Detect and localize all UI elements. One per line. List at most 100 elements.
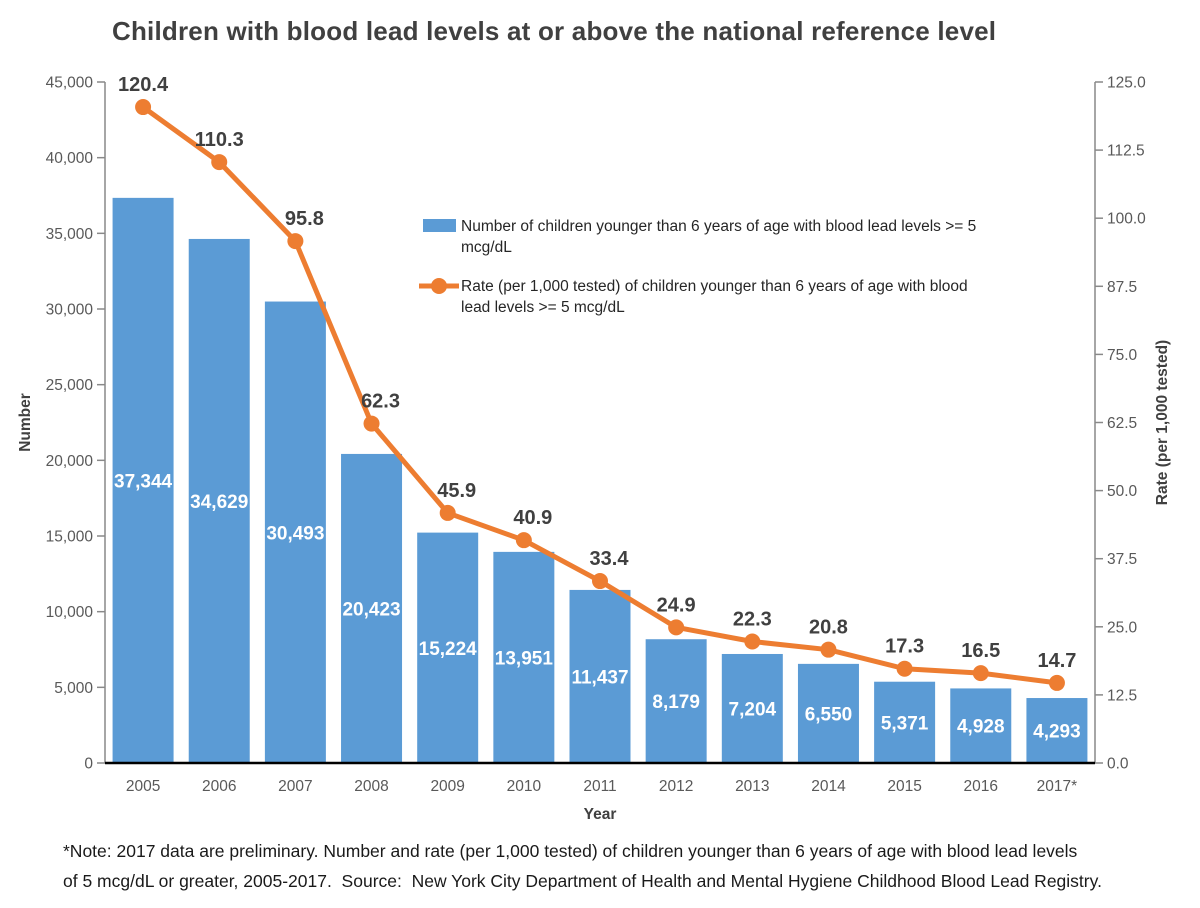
x-axis-tick-label: 2006: [202, 778, 236, 795]
chart-canvas: 0 5,000 10,000 15,000 20,000 25,000 30,000 35,0…: [17, 74, 1171, 823]
x-axis-tick-label: 2011: [583, 778, 616, 795]
rate-marker: [744, 633, 761, 650]
rate-value-label: 22.3: [733, 609, 772, 631]
rate-value-label: 40.9: [513, 507, 552, 529]
bar-value-label: 4,928: [957, 717, 1005, 738]
rate-marker: [363, 415, 380, 432]
rate-value-label: 20.8: [809, 617, 848, 639]
bar-value-label: 15,224: [419, 639, 478, 660]
bar: [264, 301, 326, 763]
x-axis-title: Year: [584, 806, 617, 823]
y-axis-right-tick-label: 0.0: [1107, 756, 1129, 773]
x-axis-tick-label: 2008: [354, 778, 388, 795]
rate-value-label: 95.8: [285, 208, 324, 230]
y-axis-right-tick-label: 87.5: [1107, 279, 1137, 296]
y-axis-right-tick-label: 75.0: [1107, 347, 1138, 364]
legend-bar-label: mcg/dL: [461, 239, 512, 256]
x-axis-tick-label: 2014: [811, 778, 846, 795]
y-axis-right-tick-label: 125.0: [1107, 75, 1146, 92]
bar: [493, 551, 555, 763]
y-axis-right-tick-label: 50.0: [1107, 483, 1138, 500]
legend-marker-swatch: [431, 278, 447, 294]
bar-value-label: 11,437: [571, 667, 628, 688]
x-axis-tick-label: 2010: [507, 778, 542, 795]
x-axis-tick-label: 2016: [964, 778, 998, 795]
footnote-line-1: *Note: 2017 data are preliminary. Number…: [63, 841, 1078, 861]
y-axis-right-tick-label: 100.0: [1107, 211, 1146, 228]
x-axis-tick-label: 2007: [278, 778, 312, 795]
bar-value-label: 30,493: [266, 523, 324, 544]
y-axis-left-tick-label: 25,000: [46, 377, 94, 394]
rate-marker: [896, 660, 913, 677]
rate-value-label: 120.4: [118, 74, 169, 96]
bar: [1026, 698, 1088, 763]
rate-marker: [439, 504, 456, 521]
bar: [417, 532, 479, 763]
bar: [569, 589, 631, 763]
bar: [645, 639, 707, 763]
x-axis-tick-label: 2015: [887, 778, 921, 795]
rate-marker: [1048, 674, 1065, 691]
rate-value-label: 45.9: [437, 480, 476, 502]
legend-bar-label: Number of children younger than 6 years …: [461, 218, 976, 235]
bar-value-label: 5,371: [881, 713, 929, 734]
rate-marker: [287, 233, 304, 250]
bar-value-label: 13,951: [495, 648, 554, 669]
rate-value-label: 16.5: [961, 640, 1000, 662]
bar: [112, 197, 174, 764]
legend-bar-swatch: [423, 219, 456, 232]
rate-value-label: 17.3: [885, 636, 924, 658]
y-axis-right-tick-label: 37.5: [1107, 551, 1137, 568]
y-axis-right-tick-label: 25.0: [1107, 619, 1138, 636]
y-axis-left-tick-label: 35,000: [46, 226, 94, 243]
rate-marker: [972, 665, 989, 682]
y-axis-right-tick-label: 62.5: [1107, 415, 1137, 432]
y-axis-left-tick-label: 45,000: [46, 75, 94, 92]
rate-value-label: 24.9: [657, 594, 696, 616]
footnote: *Note: 2017 data are preliminary. Number…: [63, 836, 1173, 896]
x-axis-tick-label: 2012: [659, 778, 693, 795]
bar: [721, 653, 783, 763]
rate-value-label: 14.7: [1037, 650, 1076, 672]
bar: [341, 453, 403, 763]
bar-value-label: 8,179: [652, 692, 700, 713]
bar-value-label: 7,204: [729, 699, 777, 720]
x-axis-tick-label: 2005: [126, 778, 160, 795]
footnote-line-2: of 5 mcg/dL or greater, 2005-2017. Sourc…: [63, 871, 1102, 891]
rate-marker: [820, 641, 837, 658]
rate-value-label: 33.4: [590, 548, 630, 570]
rate-marker: [592, 573, 608, 590]
bar-value-label: 4,293: [1033, 722, 1081, 743]
rate-marker: [668, 619, 685, 636]
x-axis-tick-label: 2013: [735, 778, 769, 795]
y-axis-left-tick-label: 10,000: [46, 604, 94, 621]
rate-marker: [211, 154, 228, 171]
y-axis-left-tick-label: 40,000: [46, 150, 94, 167]
rate-marker: [135, 99, 152, 116]
y-axis-right-tick-label: 12.5: [1107, 687, 1137, 704]
bar: [188, 238, 250, 763]
y-axis-left-tick-label: 30,000: [46, 302, 94, 319]
bar-value-label: 34,629: [190, 492, 248, 513]
y-axis-right-title: Rate (per 1,000 tested): [1154, 340, 1171, 505]
x-axis-tick-label: 2009: [430, 778, 464, 795]
rate-marker: [515, 532, 532, 549]
chart-title: Children with blood lead levels at or ab…: [112, 16, 997, 46]
y-axis-left-tick-label: 15,000: [46, 529, 94, 546]
bar: [950, 688, 1012, 763]
y-axis-left-tick-label: 20,000: [46, 453, 94, 470]
y-axis-left-title: Number: [17, 393, 34, 452]
rate-value-label: 110.3: [195, 129, 244, 151]
x-axis-tick-label: 2017*: [1037, 778, 1078, 795]
legend-line-label: lead levels >= 5 mcg/dL: [461, 299, 625, 316]
bar: [797, 663, 859, 763]
y-axis-right-tick-label: 112.5: [1107, 143, 1145, 160]
rate-value-label: 62.3: [361, 391, 400, 413]
bar-value-label: 37,344: [114, 471, 173, 492]
bar-value-label: 6,550: [805, 704, 853, 725]
legend-line-label: Rate (per 1,000 tested) of children youn…: [461, 278, 968, 295]
bar-value-label: 20,423: [342, 599, 400, 620]
bar: [874, 681, 936, 763]
y-axis-left-tick-label: 0: [84, 756, 93, 773]
